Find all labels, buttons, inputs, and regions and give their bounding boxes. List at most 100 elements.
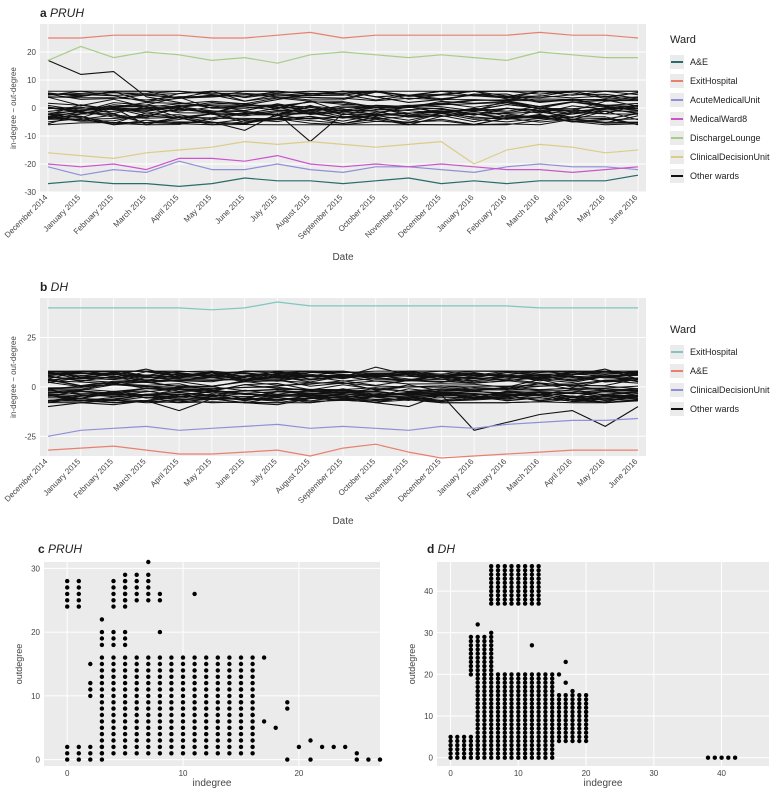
scatter-point xyxy=(536,718,541,723)
scatter-point xyxy=(529,755,535,760)
scatter-point xyxy=(192,738,197,743)
scatter-point xyxy=(529,643,535,648)
scatter-point xyxy=(522,697,528,702)
scatter-point xyxy=(495,705,501,710)
scatter-point xyxy=(516,751,521,756)
x-tick-label: 10 xyxy=(179,769,188,778)
scatter-point xyxy=(99,674,105,679)
scatter-point xyxy=(250,693,255,699)
scatter-point xyxy=(489,688,494,694)
scatter-point xyxy=(475,647,480,652)
scatter-point xyxy=(550,755,555,760)
scatter-point xyxy=(522,734,528,740)
x-axis-title: Date xyxy=(332,516,354,527)
scatter-point xyxy=(111,693,116,699)
scatter-point xyxy=(192,706,197,711)
legend-item: ExitHospital xyxy=(670,71,770,90)
scatter-point xyxy=(455,738,460,744)
scatter-point xyxy=(180,700,186,705)
scatter-point xyxy=(192,712,197,718)
other-ward-line xyxy=(48,109,639,121)
scatter-point xyxy=(529,593,535,598)
scatter-point xyxy=(204,668,209,673)
scatter-point xyxy=(577,705,582,710)
legend-label: DischargeLounge xyxy=(690,132,761,143)
scatter-point xyxy=(475,663,480,669)
scatter-point xyxy=(122,598,128,603)
x-tick-label: April 2015 xyxy=(149,193,181,225)
scatter-point xyxy=(88,661,93,667)
scatter-point xyxy=(227,738,232,743)
scatter-point xyxy=(550,684,555,690)
scatter-point xyxy=(134,751,139,756)
scatter-point xyxy=(489,697,494,702)
scatter-point xyxy=(250,661,255,667)
scatter-point xyxy=(482,709,487,715)
legend-item: AcuteMedicalUnit xyxy=(670,90,770,109)
scatter-point xyxy=(468,663,474,669)
scatter-point xyxy=(529,709,535,715)
y-tick-label: -25 xyxy=(24,432,36,441)
scatter-point xyxy=(550,709,555,715)
scatter-point xyxy=(516,709,521,715)
x-tick-label: 30 xyxy=(649,769,658,778)
scatter-point xyxy=(76,598,82,603)
scatter-point xyxy=(570,701,575,706)
scatter-point xyxy=(215,680,220,686)
scatter-point xyxy=(522,738,528,744)
scatter-point xyxy=(482,726,487,731)
scatter-point xyxy=(169,661,174,667)
scatter-point xyxy=(285,700,290,705)
scatter-point xyxy=(536,701,541,706)
scatter-point xyxy=(509,726,514,731)
scatter-point xyxy=(227,655,232,660)
scatter-point xyxy=(536,726,541,731)
scatter-point xyxy=(227,687,232,692)
scatter-point xyxy=(227,680,232,686)
scatter-point xyxy=(522,755,528,760)
scatter-point xyxy=(468,743,474,748)
legend-label: AcuteMedicalUnit xyxy=(690,94,761,105)
scatter-point xyxy=(509,680,514,685)
scatter-point xyxy=(489,722,494,727)
scatter-point xyxy=(134,712,139,718)
scatter-point xyxy=(122,572,128,577)
scatter-point xyxy=(461,747,467,752)
other-ward-line xyxy=(47,393,639,402)
scatter-point xyxy=(495,701,501,706)
scatter-point xyxy=(489,680,494,685)
x-tick-label: March 2016 xyxy=(505,193,542,230)
scatter-point xyxy=(502,730,507,735)
scatter-point xyxy=(502,718,507,723)
scatter-point xyxy=(529,713,535,719)
scatter-point xyxy=(180,687,186,692)
scatter-point xyxy=(475,688,480,694)
scatter-point xyxy=(122,591,128,597)
scatter-point xyxy=(99,738,105,743)
scatter-point xyxy=(550,751,555,756)
scatter-point xyxy=(482,638,487,644)
scatter-point xyxy=(134,680,139,686)
scatter-point xyxy=(146,687,151,692)
scatter-point xyxy=(550,697,555,702)
scatter-point xyxy=(227,706,232,711)
scatter-point xyxy=(563,726,568,731)
scatter-point xyxy=(516,697,521,702)
scatter-point xyxy=(482,634,487,640)
legend-item: Other wards xyxy=(670,399,770,418)
scatter-point xyxy=(495,676,501,681)
scatter-point xyxy=(502,572,507,577)
scatter-point xyxy=(134,719,139,724)
scatter-point xyxy=(577,709,582,715)
scatter-point xyxy=(111,642,116,648)
scatter-point xyxy=(509,572,514,577)
scatter-point xyxy=(99,725,105,730)
scatter-point xyxy=(550,688,555,694)
scatter-point xyxy=(570,709,575,715)
scatter-point xyxy=(550,705,555,710)
scatter-point xyxy=(543,705,548,710)
scatter-point xyxy=(522,713,528,719)
scatter-point xyxy=(134,668,139,673)
scatter-point xyxy=(475,701,480,706)
other-ward-line xyxy=(47,394,639,431)
